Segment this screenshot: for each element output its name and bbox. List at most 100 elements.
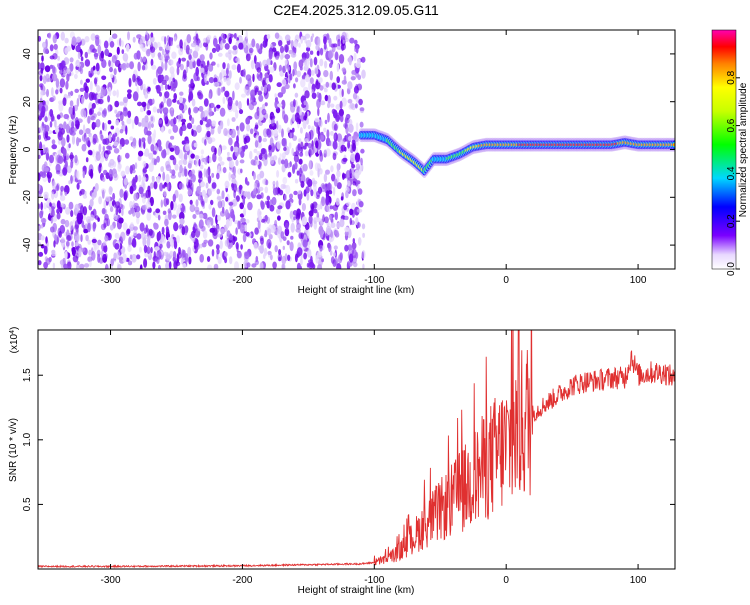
noise-cell [119,37,122,47]
noise-cell [203,98,209,107]
noise-cell [350,153,356,163]
noise-cell [300,232,304,240]
noise-cell [114,232,120,239]
noise-cell [187,246,192,257]
noise-cell [132,36,136,43]
noise-cell [290,235,294,240]
noise-cell [329,236,332,243]
noise-cell [355,163,361,171]
noise-cell [245,74,252,81]
noise-cell [239,122,245,132]
noise-cell [182,124,186,129]
noise-cell [272,187,278,196]
noise-cell [63,113,69,120]
noise-cell [131,119,135,130]
noise-cell [285,200,291,210]
noise-cell [272,129,279,137]
noise-cell [127,31,130,41]
noise-cell [284,59,288,65]
noise-cell [227,49,232,55]
noise-cell [227,128,231,138]
noise-cell [285,222,289,230]
noise-cell [71,36,77,46]
noise-cell [161,48,165,56]
noise-cell [227,118,230,127]
noise-cell [45,48,49,54]
noise-cell [70,90,74,97]
noise-cell [243,137,247,145]
noise-cell [356,208,363,213]
noise-cell [104,235,109,242]
noise-cell [93,69,98,75]
noise-cell [203,239,208,244]
noise-cell [288,142,292,149]
noise-cell [240,244,243,250]
noise-cell [100,134,104,141]
noise-cell [313,56,318,66]
noise-cell [152,98,155,105]
noise-cell [166,148,170,156]
noise-cell [292,127,295,133]
noise-cell [52,180,56,190]
noise-cell [254,140,259,148]
noise-cell [116,219,122,230]
noise-cell [240,150,245,158]
noise-cell [323,127,327,133]
noise-cell [265,38,268,47]
noise-cell [82,124,86,134]
noise-cell [219,72,223,81]
noise-cell [233,146,239,153]
noise-cell [192,214,197,219]
noise-cell [318,77,323,84]
noise-cell [351,172,356,179]
x-tick-label: 100 [630,275,647,286]
noise-cell [88,108,93,116]
noise-cell [102,253,108,263]
noise-cell [131,178,137,187]
noise-cell [153,222,159,230]
noise-cell [179,164,183,174]
noise-cell [205,168,210,179]
noise-cell [38,116,43,121]
noise-cell [323,149,328,158]
noise-cell [283,44,290,53]
noise-cell [169,147,175,152]
noise-cell [293,83,296,89]
noise-cell [217,147,222,157]
noise-cell [314,117,320,123]
noise-cell [322,244,325,251]
noise-cell [329,70,333,81]
noise-cell [351,69,357,76]
noise-cell [57,150,61,155]
noise-cell [85,78,91,83]
noise-cell [59,87,63,94]
noise-cell [219,240,223,250]
noise-cell [289,193,293,199]
noise-cell [178,103,185,111]
noise-cell [159,182,164,192]
noise-cell [170,174,176,179]
noise-cell [51,87,54,97]
noise-cell [316,204,321,211]
noise-cell [97,111,102,116]
noise-cell [256,67,262,73]
noise-cell [206,130,211,138]
noise-cell [298,158,303,165]
noise-cell [199,119,204,126]
noise-cell [221,145,227,150]
noise-cell [316,50,320,56]
noise-cell [337,38,341,47]
noise-cell [136,233,142,240]
noise-cell [179,218,185,225]
noise-cell [235,100,239,107]
noise-cell [347,244,352,252]
noise-cell [133,230,138,237]
noise-cell [195,199,199,207]
noise-cell [97,253,101,263]
noise-cell [78,247,82,258]
noise-cell [210,199,214,206]
noise-cell [266,228,272,236]
noise-cell [304,90,310,99]
noise-cell [347,81,353,90]
